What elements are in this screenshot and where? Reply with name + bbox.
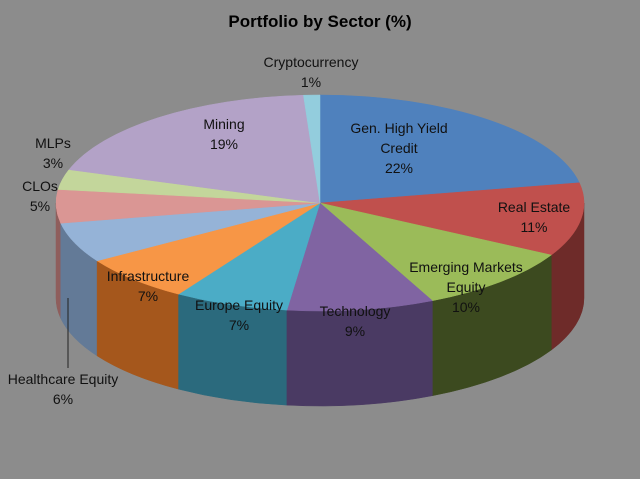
value-label-europe-equity: 7%	[229, 317, 249, 333]
label-europe-equity: Europe Equity 7%	[195, 297, 283, 333]
label-technology-line-1: Technology	[320, 303, 391, 319]
label-europe-equity-line-1: Europe Equity	[195, 297, 283, 313]
slice-emerging-markets-equity	[319, 202, 552, 301]
label-infrastructure: Infrastructure 7%	[107, 268, 190, 304]
label-healthcare-equity: Healthcare Equity 6%	[8, 371, 119, 407]
label-mining-line-1: Mining	[203, 116, 244, 132]
value-label-real-estate: 11%	[521, 219, 548, 235]
label-cryptocurrency: Cryptocurrency 1%	[264, 54, 359, 90]
value-label-gen-high-yield-credit: 22%	[385, 160, 413, 176]
label-real-estate: Real Estate 11%	[498, 199, 571, 235]
value-label-healthcare-equity: 6%	[53, 391, 73, 407]
slice-gen-high-yield-credit	[319, 94, 580, 204]
slice-real-estate	[319, 182, 585, 256]
label-clos: CLOs 5%	[22, 178, 58, 214]
slice-europe-equity	[177, 202, 321, 311]
slice-infrastructure	[96, 202, 321, 295]
label-emerging-markets-equity-line-2: Equity	[447, 279, 486, 295]
value-label-emerging-markets-equity: 10%	[452, 299, 480, 315]
value-label-mining: 19%	[210, 136, 238, 152]
label-cryptocurrency-line-1: Cryptocurrency	[264, 54, 359, 70]
value-label-cryptocurrency: 1%	[301, 74, 321, 90]
label-clos-line-1: CLOs	[22, 178, 58, 194]
value-label-technology: 9%	[345, 323, 365, 339]
value-label-clos: 5%	[30, 198, 50, 214]
value-label-infrastructure: 7%	[138, 288, 158, 304]
label-technology: Technology 9%	[320, 303, 391, 339]
label-mining: Mining 19%	[203, 116, 244, 152]
label-real-estate-line-1: Real Estate	[498, 199, 571, 215]
label-healthcare-equity-line-1: Healthcare Equity	[8, 371, 119, 387]
label-mlps: MLPs 3%	[35, 135, 71, 171]
value-label-mlps: 3%	[43, 155, 63, 171]
slice-cryptocurrency	[303, 94, 321, 204]
label-emerging-markets-equity-line-1: Emerging Markets	[409, 259, 523, 275]
chart-title: Portfolio by Sector (%)	[228, 12, 411, 31]
label-gen-high-yield-credit-line-1: Gen. High Yield	[350, 120, 447, 136]
label-gen-high-yield-credit: Gen. High Yield Credit 22%	[350, 120, 447, 176]
label-mlps-line-1: MLPs	[35, 135, 71, 151]
label-infrastructure-line-1: Infrastructure	[107, 268, 190, 284]
slice-mining	[68, 94, 321, 204]
label-emerging-markets-equity: Emerging Markets Equity 10%	[409, 259, 523, 315]
label-gen-high-yield-credit-line-2: Credit	[380, 140, 417, 156]
slice-technology	[286, 202, 433, 312]
